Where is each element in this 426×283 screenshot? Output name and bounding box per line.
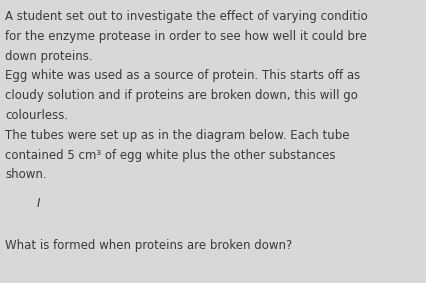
Text: colourless.: colourless. xyxy=(5,109,68,122)
Text: I: I xyxy=(36,197,40,210)
Text: The tubes were set up as in the diagram below. Each tube: The tubes were set up as in the diagram … xyxy=(5,129,349,142)
Text: cloudy solution and if proteins are broken down, this will go: cloudy solution and if proteins are brok… xyxy=(5,89,357,102)
Text: shown.: shown. xyxy=(5,168,46,181)
Text: for the enzyme protease in order to see how well it could bre: for the enzyme protease in order to see … xyxy=(5,30,366,43)
Text: A student set out to investigate the effect of varying conditio: A student set out to investigate the eff… xyxy=(5,10,367,23)
Text: What is formed when proteins are broken down?: What is formed when proteins are broken … xyxy=(5,239,292,252)
Text: Egg white was used as a source of protein. This starts off as: Egg white was used as a source of protei… xyxy=(5,69,360,82)
Text: down proteins.: down proteins. xyxy=(5,50,92,63)
Text: contained 5 cm³ of egg white plus the other substances: contained 5 cm³ of egg white plus the ot… xyxy=(5,149,335,162)
